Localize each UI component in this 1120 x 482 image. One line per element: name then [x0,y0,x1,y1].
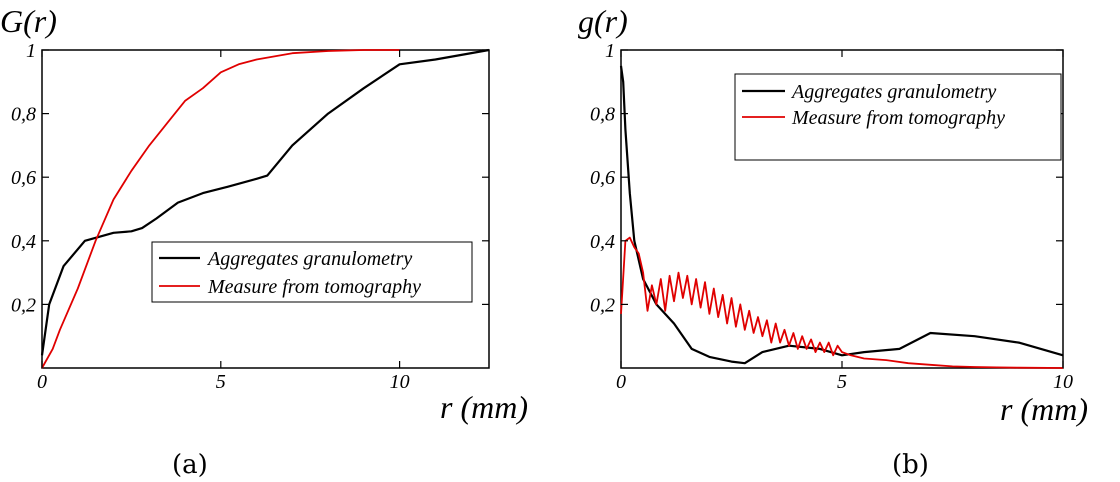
panel-b-y-tick-label: 1 [605,40,615,62]
panel-b-y-tick-label: 0,8 [590,104,615,126]
panel-a-y-tick-label: 0,4 [11,231,36,253]
panel-a-x-tick-label: 0 [37,371,47,393]
panel-b-series-granulometry-line [619,65,1064,365]
panel-a-series-granulometry-line [40,48,490,356]
panel-a-series-lines [40,48,490,369]
panel-a-x-tick-label: 5 [216,371,226,393]
panel-a-y-tick-label: 1 [26,40,36,62]
panel-b-legend-label-2: Measure from tomography [791,107,1005,129]
panel-b: g(r) 0,2 0,4 0,6 0,8 1 0 5 10 Aggregates granu… [578,3,1088,480]
panel-a-x-tick-label: 10 [390,371,410,393]
panel-b-legend-box [734,73,1062,161]
panel-b-x-tick-label: 10 [1053,371,1073,393]
panel-a: G(r) 0,2 0,4 0,6 0,8 1 0 5 10 Aggregates granu… [0,3,528,480]
panel-b-x-label: r (mm) [1000,391,1088,427]
panel-a-y-label: G(r) [0,3,57,39]
panel-a-legend-label-1: Aggregates granulometry [206,248,412,270]
panel-b-legend-label-1: Aggregates granulometry [790,81,996,103]
panel-b-x-tick-label: 5 [837,371,847,393]
panel-a-y-tick-label: 0,8 [11,104,36,126]
panel-b-y-tick-label: 0,2 [590,294,615,316]
panel-a-x-label: r (mm) [440,389,528,425]
panel-b-y-tick-label: 0,6 [590,167,615,189]
panel-b-y-ticks: 0,2 0,4 0,6 0,8 1 [590,40,1063,316]
panel-a-legend: Aggregates granulometry Measure from tom… [151,241,473,303]
panel-b-y-label: g(r) [578,3,628,39]
panel-a-y-tick-label: 0,6 [11,167,36,189]
panel-b-x-ticks: 0 5 10 [616,50,1073,393]
panel-b-series-lines [619,65,1064,369]
panel-a-caption: (a) [172,450,208,480]
panel-a-y-tick-label: 0,2 [11,294,36,316]
panel-a-legend-label-2: Measure from tomography [207,276,421,298]
panel-b-x-tick-label: 0 [616,371,626,393]
panel-a-plot-area [41,49,490,369]
panel-a-series-tomography-line [41,49,400,369]
panel-b-y-tick-label: 0,4 [590,231,615,253]
panel-b-series-tomography-line [620,236,1064,369]
panel-a-x-ticks: 0 5 10 [37,50,410,393]
panel-b-legend: Aggregates granulometry Measure from tom… [734,73,1062,161]
panel-b-caption: (b) [892,450,929,480]
panel-a-y-ticks: 0,2 0,4 0,6 0,8 1 [11,40,489,316]
panel-a-legend-box [151,241,473,303]
